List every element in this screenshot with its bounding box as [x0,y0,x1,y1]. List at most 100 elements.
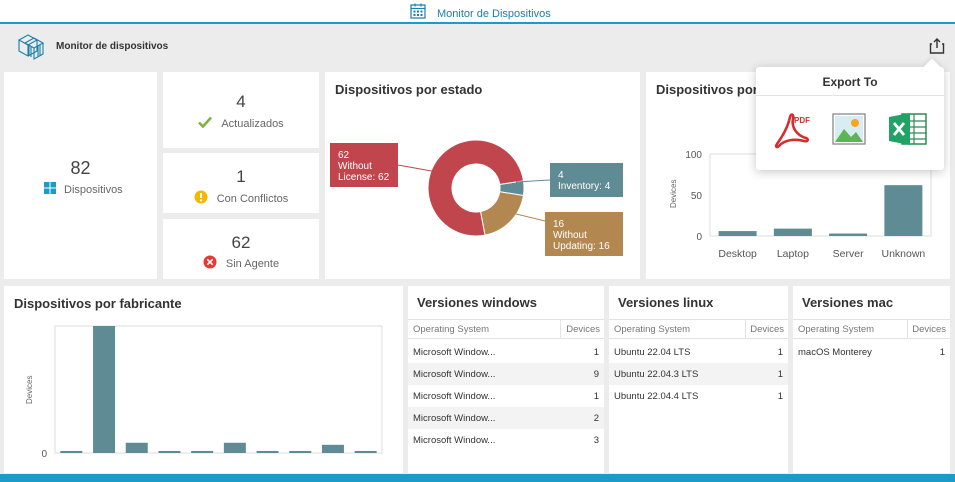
type-bar-chart: Devices 0 50 100 Desktop Laptop Server Unknown [669,150,932,260]
column-os[interactable]: Operating System [413,324,490,335]
excel-icon[interactable] [888,111,928,152]
manufacturer-bar[interactable] [256,450,279,453]
y-tick-label: 100 [685,150,702,161]
type-chart-ylabel: Devices [669,180,678,208]
kpi-conflicts: 1 Con Conflictos [163,153,319,213]
x-tick-label: Server [833,248,864,260]
y-tick-label: 50 [691,191,703,202]
kpi-no-agent-label: Sin Agente [225,257,280,270]
label-inventory: 4 Inventory: 4 [550,163,623,197]
y-tick-label: 0 [696,232,702,243]
svg-text:License: 62: License: 62 [338,172,390,183]
table-header: Operating System Devices [793,319,950,339]
manufacturer-bar[interactable] [354,450,377,453]
column-os[interactable]: Operating System [614,324,691,335]
table-row[interactable]: macOS Monterey 1 [798,347,945,358]
bottom-accent-bar [0,474,955,482]
status-donut-chart: 62 Without License: 62 4 Inventory: 4 16… [330,139,623,256]
kpi-total-devices: 82 Dispositivos [4,72,157,279]
export-popup: Export To PDF [756,58,944,170]
table-row[interactable]: Microsoft Window... 9 [408,363,604,385]
manufacturer-chart-ylabel: Devices [25,376,34,404]
svg-text:4: 4 [558,170,564,181]
bar-unknown[interactable] [884,185,923,236]
share-export-button[interactable] [928,37,946,60]
calendar-icon [409,2,427,25]
mac-versions-table: Versiones mac Operating System Devices m… [793,286,950,473]
page-title: Monitor de dispositivos [56,41,169,52]
windows-versions-table: Versiones windows Operating System Devic… [408,286,604,473]
table-row[interactable]: Microsoft Window... 2 [408,407,604,429]
table-row[interactable]: Microsoft Window... 1 [413,347,599,358]
svg-text:Inventory: 4: Inventory: 4 [558,181,611,192]
leader-line-inventory [515,179,551,183]
cubes-logo-icon [16,31,48,68]
manufacturer-chart-title: Dispositivos por fabricante [14,296,182,311]
manufacturer-bar[interactable] [289,450,312,453]
kpi-updated: 4 Actualizados [163,72,319,148]
column-devices[interactable]: Devices [566,324,600,335]
svg-text:PDF: PDF [794,116,810,125]
linux-table-title: Versiones linux [618,295,714,310]
manufacturer-bar[interactable] [60,450,83,453]
kpi-no-agent-value: 62 [231,233,251,252]
mac-table-title: Versiones mac [802,295,894,310]
y-tick-label: 0 [41,449,47,460]
pdf-icon[interactable]: PDF [772,111,810,154]
svg-text:16: 16 [553,219,565,230]
svg-text:Without: Without [553,230,587,241]
kpi-updated-value: 4 [236,92,246,111]
table-row[interactable]: Microsoft Window... 1 [413,391,599,402]
label-without-license: 62 Without License: 62 [330,143,398,187]
leader-line-license [397,164,438,173]
manufacturer-chart-card: Dispositivos por fabricante Devices 0 [4,286,403,473]
column-devices[interactable]: Devices [750,324,784,335]
image-icon[interactable] [831,111,867,152]
window-title: Monitor de Dispositivos [437,7,551,20]
manufacturer-bar-chart: Devices 0 [25,325,383,460]
warning-icon [194,190,208,207]
donut-slice-without-updating[interactable] [479,191,524,236]
kpi-total-value: 82 [70,158,91,178]
manufacturer-bar[interactable] [191,450,214,453]
table-row[interactable]: Microsoft Window... 3 [413,435,599,446]
x-tick-label: Desktop [718,248,757,260]
column-os[interactable]: Operating System [798,324,875,335]
manufacturer-bar[interactable] [321,444,344,453]
x-tick-label: Unknown [881,248,925,260]
status-chart-title: Dispositivos por estado [335,82,483,97]
bar-desktop[interactable] [718,231,757,236]
kpi-updated-label: Actualizados [221,117,284,130]
label-without-updating: 16 Without Updating: 16 [545,212,623,256]
kpi-no-agent: 62 Sin Agente [163,219,319,279]
donut-slice-without-license[interactable] [427,139,525,237]
manufacturer-bar[interactable] [93,326,116,453]
table-header: Operating System Devices [609,319,788,339]
svg-text:Updating: 16: Updating: 16 [553,241,610,252]
page-header: Monitor de dispositivos [0,26,955,68]
check-icon [198,116,213,131]
linux-versions-table: Versiones linux Operating System Devices… [609,286,788,473]
export-popup-title: Export To [822,75,878,89]
windows-table-title: Versiones windows [417,295,537,310]
error-icon [203,255,217,272]
bar-laptop[interactable] [773,228,812,236]
manufacturer-bar[interactable] [158,450,181,453]
type-chart-title: Dispositivos por [656,82,758,97]
table-row[interactable]: Ubuntu 22.04.4 LTS 1 [614,391,783,402]
manufacturer-bar[interactable] [125,442,148,453]
svg-text:Without: Without [338,161,372,172]
leader-line-updating [507,211,546,222]
column-devices[interactable]: Devices [912,324,946,335]
kpi-conflicts-label: Con Conflictos [216,192,289,205]
kpi-total-label: Dispositivos [64,183,123,196]
bar-server[interactable] [829,233,868,236]
table-row[interactable]: Ubuntu 22.04.3 LTS 1 [609,363,788,385]
table-header: Operating System Devices [408,319,604,339]
window-title-bar: Monitor de Dispositivos [0,0,955,24]
table-row[interactable]: Ubuntu 22.04 LTS 1 [614,347,783,358]
kpi-conflicts-value: 1 [236,167,246,186]
manufacturer-bar[interactable] [223,442,246,453]
windows-icon [44,182,56,197]
status-chart-card: Dispositivos por estado 62 Without Licen… [325,72,640,279]
